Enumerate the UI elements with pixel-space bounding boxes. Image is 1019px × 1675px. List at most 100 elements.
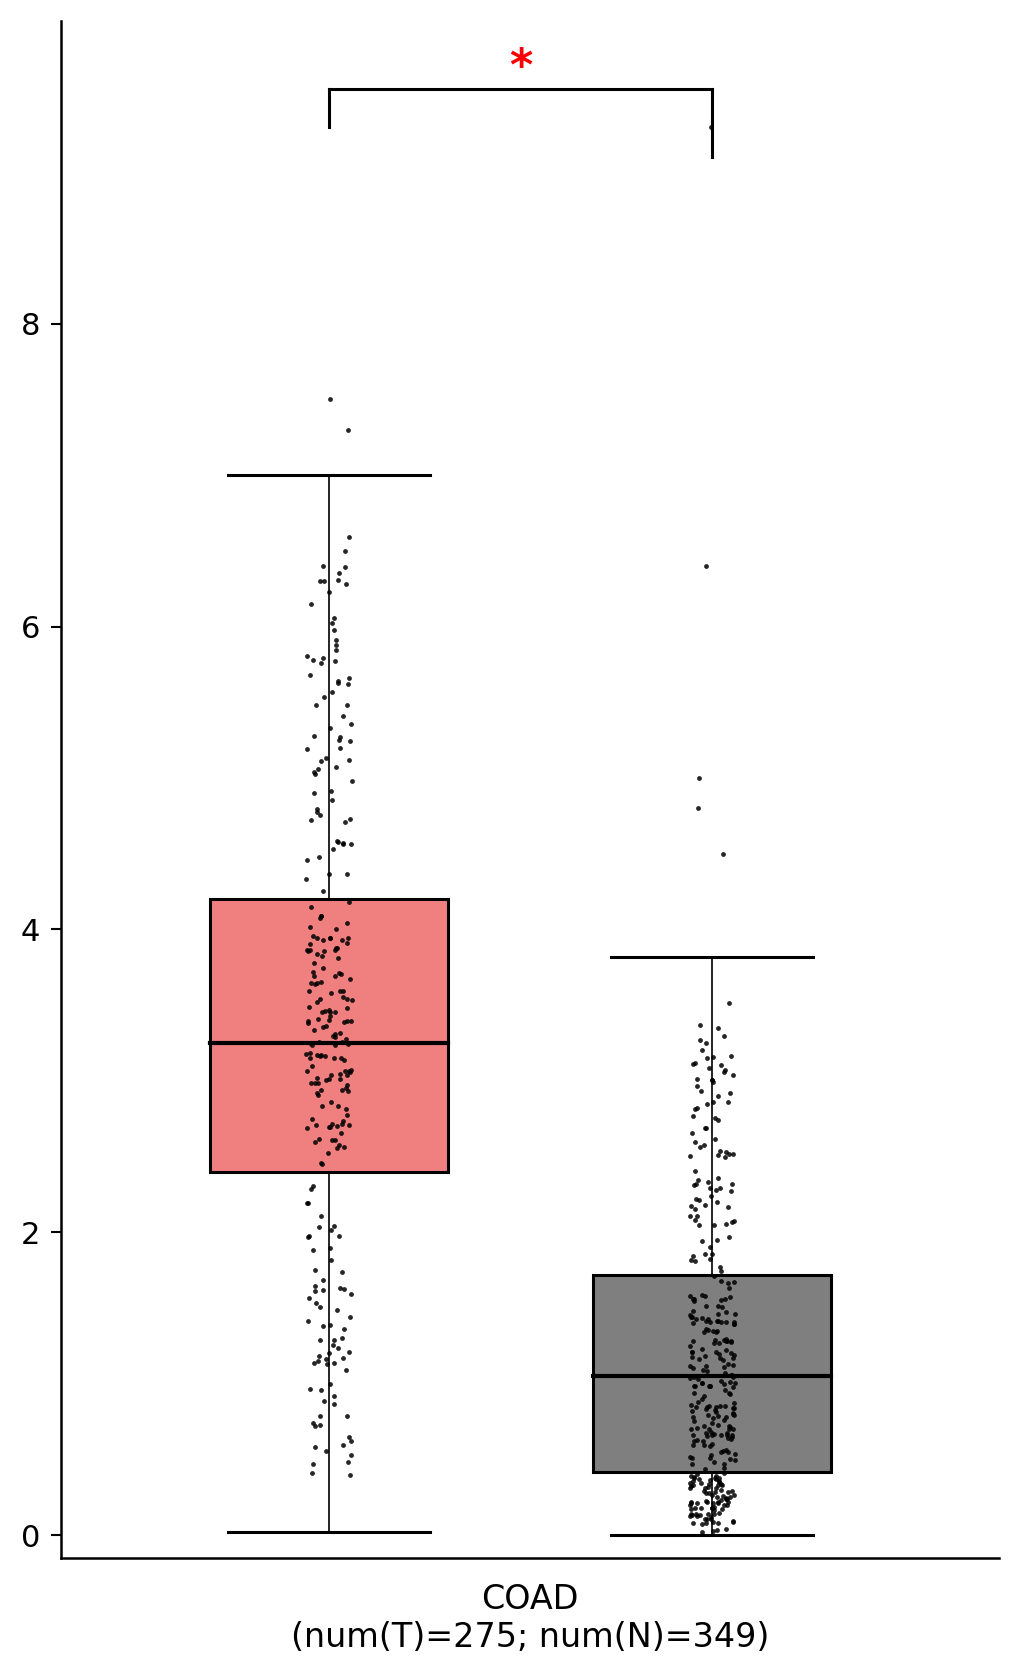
Point: [331, 1065, 347, 1092]
Point: [341, 1303, 358, 1330]
Point: [726, 1208, 742, 1234]
Point: [684, 1502, 700, 1529]
Point: [331, 1020, 347, 1047]
Point: [312, 1402, 328, 1429]
Point: [711, 1394, 728, 1420]
Point: [695, 1414, 711, 1440]
Point: [337, 1075, 354, 1102]
Point: [681, 1283, 697, 1310]
Point: [695, 1430, 711, 1457]
Point: [342, 1440, 359, 1467]
Point: [722, 1425, 739, 1452]
Point: [313, 998, 329, 1025]
Point: [314, 1151, 330, 1178]
Point: [725, 1312, 741, 1338]
Point: [300, 1308, 316, 1335]
Point: [682, 1489, 698, 1516]
Point: [314, 1313, 330, 1340]
Point: [310, 1214, 326, 1241]
Point: [723, 1477, 740, 1504]
Point: [702, 1504, 718, 1531]
Point: [340, 1424, 357, 1451]
Point: [335, 829, 352, 856]
Point: [685, 1328, 701, 1355]
Point: [682, 1462, 698, 1489]
Point: [696, 1241, 712, 1268]
Point: [697, 1479, 713, 1506]
Point: [684, 1310, 700, 1337]
Point: [309, 799, 325, 826]
Point: [335, 1345, 352, 1372]
Point: [321, 385, 337, 412]
Point: [332, 1119, 348, 1146]
Point: [323, 1218, 339, 1245]
Point: [328, 827, 344, 854]
Point: [304, 1052, 320, 1079]
Point: [701, 1234, 717, 1261]
Point: [688, 1502, 704, 1529]
Point: [709, 1308, 726, 1335]
Point: [322, 980, 338, 1007]
Point: [342, 831, 359, 858]
Point: [683, 1119, 699, 1146]
Point: [703, 1481, 719, 1508]
Point: [683, 1489, 699, 1516]
Point: [299, 1116, 315, 1142]
Point: [716, 1392, 733, 1419]
Point: [336, 1317, 353, 1343]
Point: [322, 1089, 338, 1116]
Point: [311, 1042, 327, 1069]
Point: [681, 1469, 697, 1496]
Point: [684, 1432, 700, 1459]
Point: [700, 1055, 716, 1082]
Point: [716, 1360, 733, 1387]
Point: [685, 1298, 701, 1325]
Point: [310, 1347, 326, 1373]
Point: [715, 1057, 732, 1084]
Point: [321, 925, 337, 951]
Point: [322, 1312, 338, 1338]
Point: [698, 1358, 714, 1385]
Point: [323, 1246, 339, 1273]
Point: [721, 1380, 738, 1407]
Point: [702, 1466, 718, 1492]
Point: [697, 1419, 713, 1446]
Point: [337, 1357, 354, 1384]
Point: [726, 1310, 742, 1337]
Point: [338, 1062, 355, 1089]
Point: [343, 987, 360, 1013]
Point: [684, 1404, 700, 1430]
Point: [333, 1258, 350, 1285]
Point: [334, 1432, 351, 1459]
Point: [317, 998, 333, 1025]
Point: [697, 1395, 713, 1422]
Point: [325, 1213, 341, 1240]
Point: [328, 636, 344, 663]
Point: [305, 647, 321, 673]
Point: [306, 1256, 322, 1283]
Point: [316, 568, 332, 595]
Point: [321, 1370, 337, 1397]
Point: [710, 1464, 727, 1491]
Point: [707, 1318, 723, 1345]
Point: [321, 1007, 337, 1033]
Point: [704, 1518, 720, 1544]
Point: [302, 931, 318, 958]
Point: [321, 998, 337, 1025]
Point: [699, 1169, 715, 1196]
Point: [307, 1273, 323, 1300]
Point: [708, 1142, 725, 1169]
Point: [314, 645, 330, 672]
Point: [684, 1509, 700, 1536]
Point: [701, 1372, 717, 1399]
Point: [306, 1412, 322, 1439]
Point: [686, 1206, 702, 1233]
Point: [725, 1481, 741, 1508]
Point: [707, 1474, 723, 1501]
Point: [329, 945, 345, 972]
Point: [723, 1374, 740, 1400]
Point: [301, 1223, 317, 1250]
Point: [688, 1203, 704, 1229]
Point: [326, 616, 342, 643]
Point: [703, 1494, 719, 1521]
